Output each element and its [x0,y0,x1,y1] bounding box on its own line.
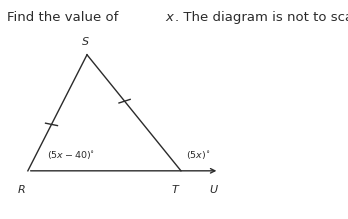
Text: $T$: $T$ [171,184,181,195]
Text: $(5x-40)^{\circ}$: $(5x-40)^{\circ}$ [47,150,95,162]
Text: . The diagram is not to scale.: . The diagram is not to scale. [175,11,348,24]
Text: Find the value of: Find the value of [7,11,122,24]
Text: $S$: $S$ [81,35,90,46]
Text: $(5x)^{\circ}$: $(5x)^{\circ}$ [186,150,211,162]
Text: $U$: $U$ [209,184,219,195]
Text: $R$: $R$ [17,184,25,195]
Text: $x$: $x$ [165,11,176,24]
